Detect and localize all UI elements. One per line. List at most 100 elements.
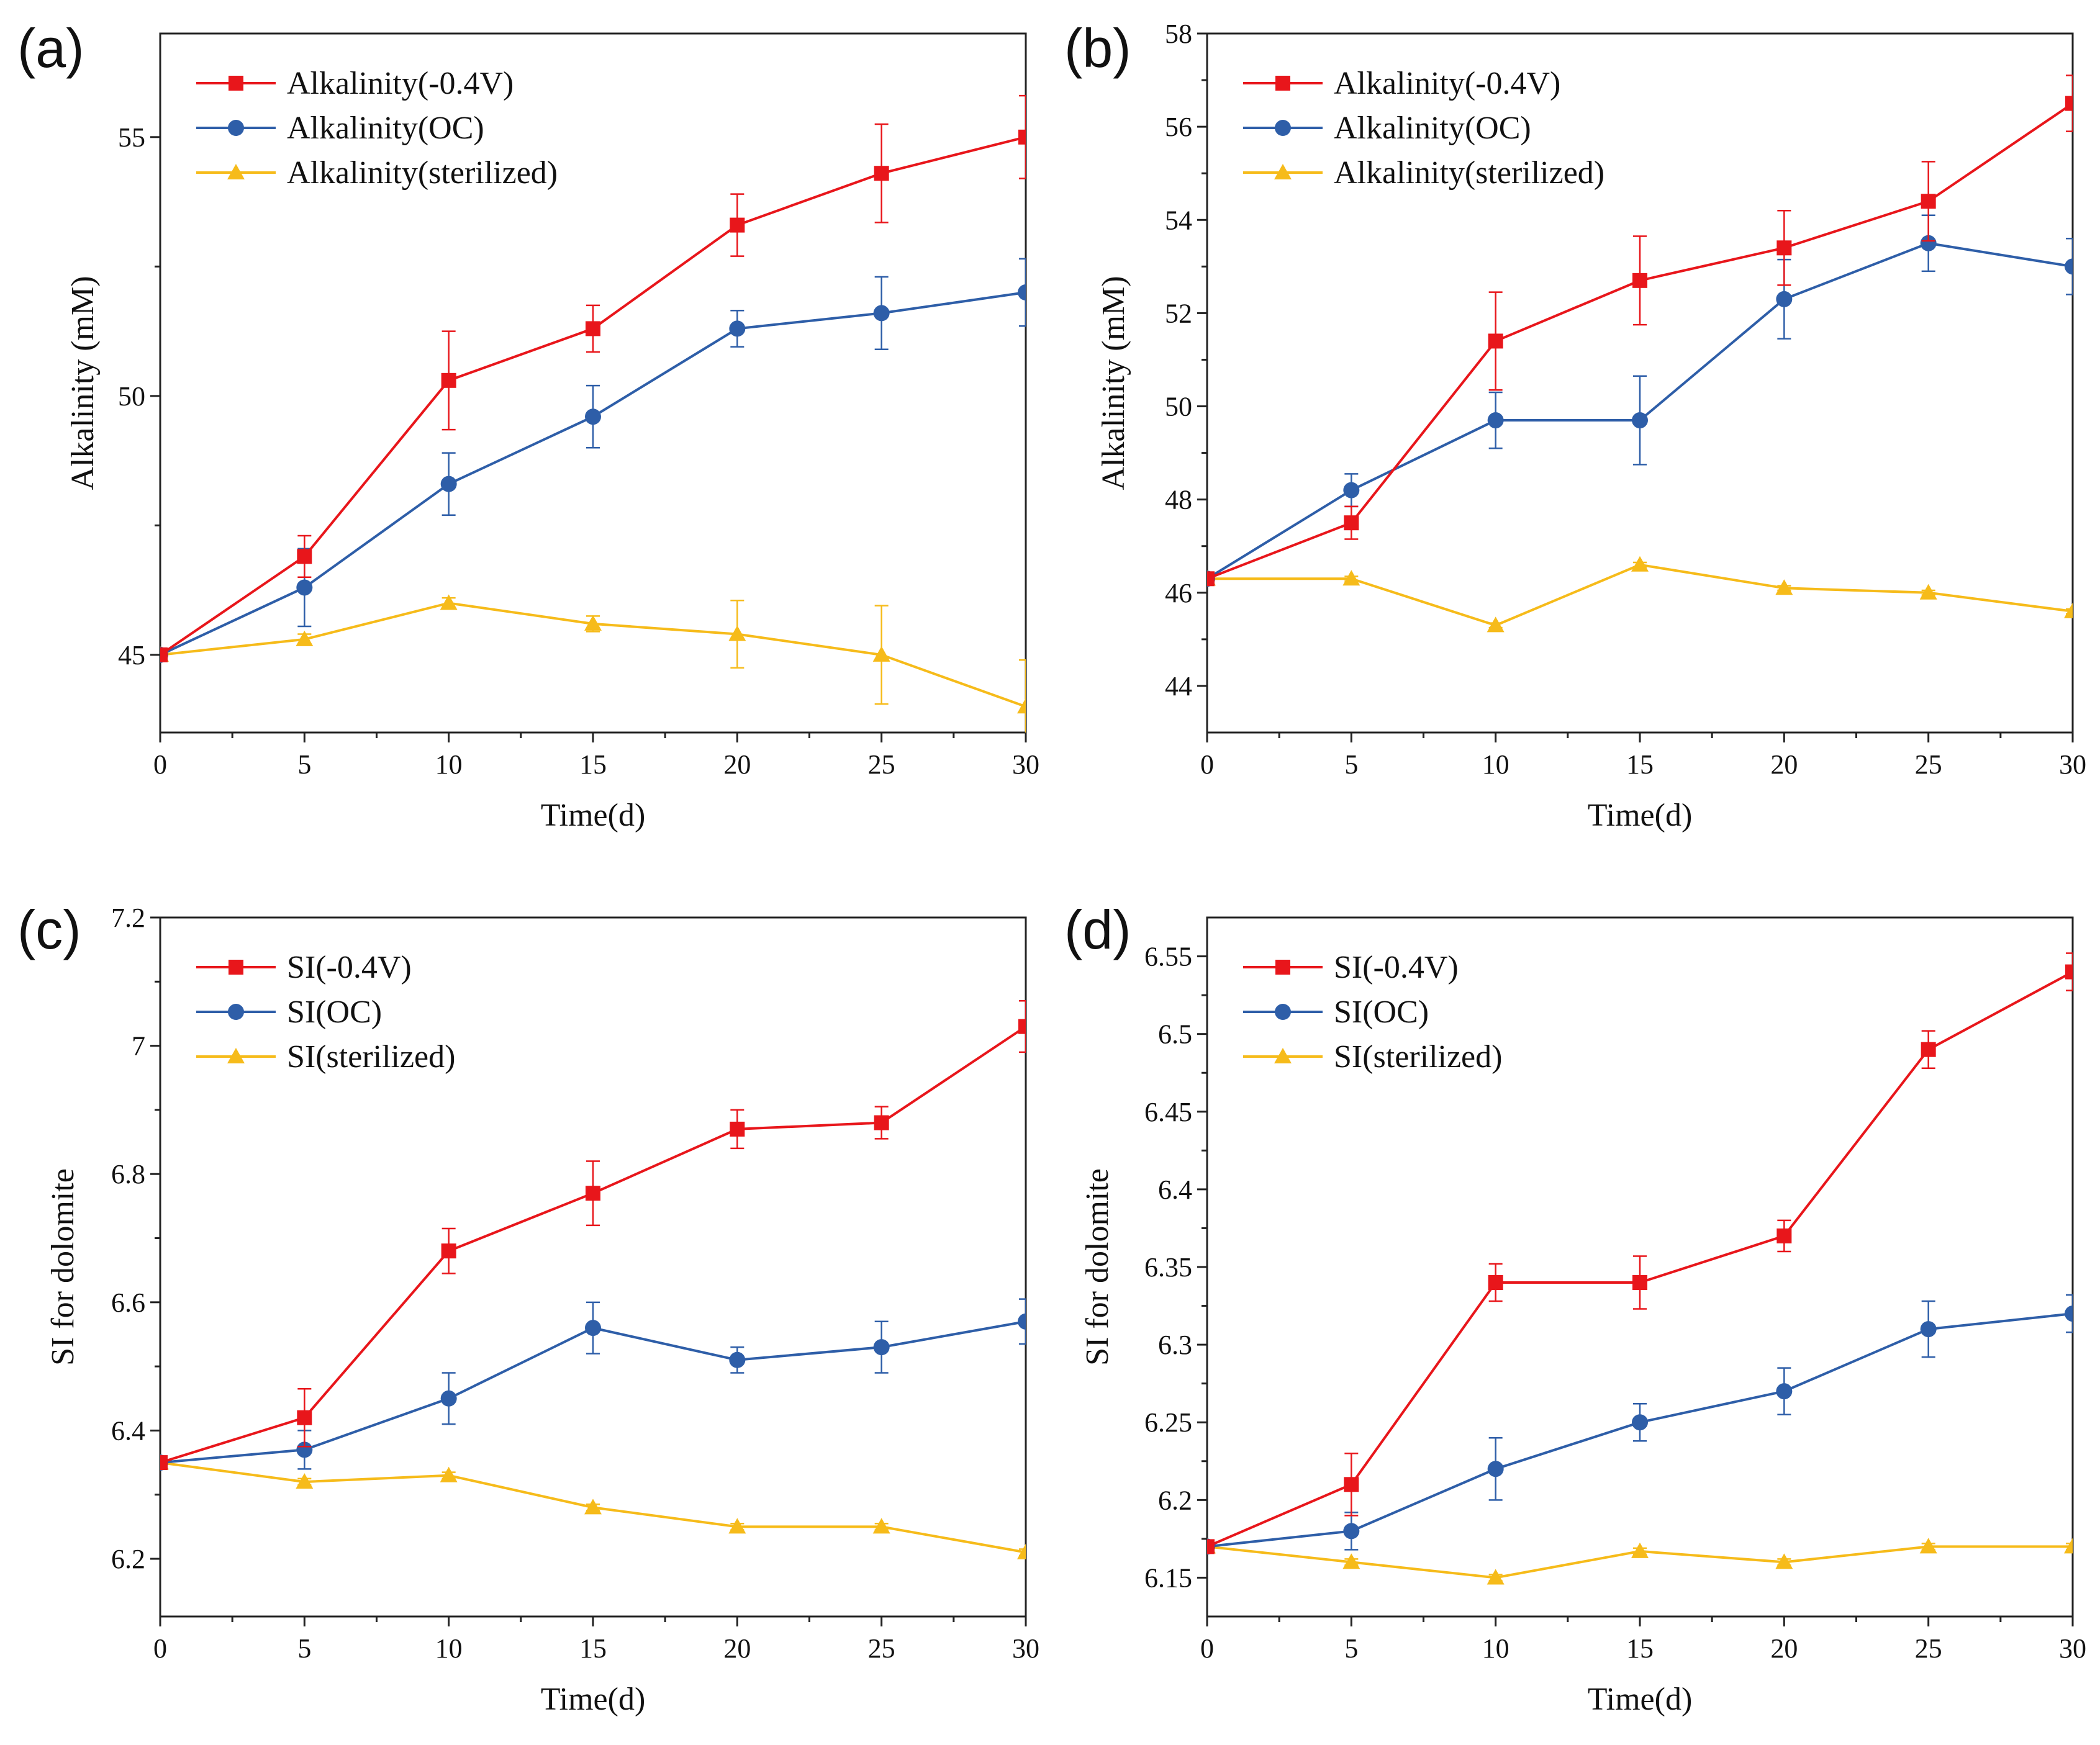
data-point	[728, 1518, 746, 1534]
data-point	[297, 1410, 312, 1425]
x-tick-label: 15	[1626, 1633, 1654, 1664]
y-tick-label: 58	[1165, 19, 1192, 49]
data-point	[1343, 482, 1360, 498]
x-axis-title: Time(d)	[541, 798, 646, 833]
y-tick-label: 7	[132, 1031, 145, 1062]
data-point	[872, 1518, 890, 1534]
legend-marker	[229, 960, 243, 975]
legend-marker	[229, 76, 243, 91]
legend-marker	[228, 1004, 244, 1020]
series-2	[1207, 1294, 2073, 1555]
x-tick-label: 10	[1482, 1633, 1509, 1664]
data-point	[1344, 1477, 1359, 1492]
x-axis-title: Time(d)	[1588, 798, 1693, 833]
data-point	[1207, 1539, 1215, 1554]
data-point	[2065, 964, 2073, 980]
data-area	[160, 1000, 1026, 1559]
x-tick-label: 0	[1200, 749, 1214, 780]
data-point	[1632, 1275, 1647, 1291]
data-point	[2065, 258, 2073, 275]
data-area	[160, 94, 1026, 733]
x-tick-label: 0	[1200, 1633, 1214, 1664]
x-tick-label: 30	[2059, 749, 2086, 780]
legend-marker	[1275, 1004, 1291, 1020]
data-point	[440, 594, 458, 610]
data-point	[2064, 602, 2073, 618]
y-tick-label: 45	[118, 640, 145, 670]
chart-panel-1: (a) 0 5 10 15 20 25 30 45 50 55 Time(d) Alkalinity (…	[17, 17, 1039, 833]
x-tick-label: 5	[1344, 1633, 1358, 1664]
data-point	[585, 408, 601, 425]
y-tick-label: 6.4	[1158, 1175, 1192, 1205]
series-1	[1207, 74, 2073, 587]
y-tick-label: 50	[118, 381, 145, 412]
x-tick-label: 20	[723, 749, 751, 780]
data-point	[440, 476, 457, 492]
legend: SI(-0.4V) SI(OC) SI(sterilized)	[1243, 950, 1502, 1075]
data-point	[1342, 1553, 1360, 1569]
data-point	[1920, 235, 1937, 251]
data-point	[728, 625, 746, 641]
y-tick-label: 6.55	[1144, 942, 1192, 972]
data-point	[1344, 515, 1359, 531]
legend: SI(-0.4V) SI(OC) SI(sterilized)	[196, 950, 455, 1075]
y-tick-label: 6.5	[1158, 1019, 1192, 1050]
data-point	[585, 1320, 601, 1337]
y-axis-title: Alkalinity (mM)	[1096, 276, 1131, 490]
panel-label: (a)	[17, 17, 84, 79]
data-point	[1776, 240, 1792, 256]
x-tick-label: 10	[435, 749, 463, 780]
x-tick-label: 0	[153, 1633, 167, 1664]
legend-marker	[1274, 1048, 1292, 1063]
data-point	[1017, 1543, 1026, 1559]
data-area	[1207, 74, 2073, 633]
panel-label: (c)	[17, 899, 81, 960]
series-1	[160, 1000, 1026, 1471]
x-tick-label: 15	[579, 1633, 607, 1664]
legend-label: Alkalinity(OC)	[287, 110, 484, 146]
legend-label: SI(sterilized)	[287, 1039, 455, 1075]
data-point	[586, 1186, 600, 1201]
data-point	[584, 615, 602, 631]
y-tick-label: 6.4	[111, 1415, 145, 1446]
y-tick-label: 6.3	[1158, 1330, 1192, 1360]
data-point	[160, 1455, 168, 1471]
series-3	[160, 1454, 1026, 1559]
series-1	[160, 94, 1026, 662]
data-point	[1488, 1275, 1503, 1291]
x-tick-label: 15	[1626, 749, 1654, 780]
data-point	[1487, 412, 1504, 429]
y-tick-label: 6.8	[111, 1159, 145, 1189]
data-point	[1776, 1383, 1793, 1400]
data-point	[874, 1115, 889, 1130]
data-point	[1921, 1042, 1936, 1057]
data-point	[730, 1121, 745, 1137]
legend-marker	[227, 1048, 245, 1063]
data-point	[296, 1441, 313, 1458]
legend-label: SI(OC)	[287, 994, 382, 1030]
data-point	[1775, 1553, 1793, 1569]
data-point	[441, 1243, 456, 1259]
legend-label: SI(-0.4V)	[287, 950, 412, 985]
x-tick-label: 30	[1012, 749, 1039, 780]
data-point	[296, 579, 313, 596]
x-tick-label: 10	[435, 1633, 463, 1664]
data-area	[1207, 952, 2073, 1585]
data-point	[729, 1351, 746, 1368]
y-tick-label: 54	[1165, 205, 1192, 235]
data-point	[2065, 96, 2073, 111]
y-tick-label: 6.15	[1144, 1562, 1192, 1593]
panel-label: (d)	[1064, 899, 1131, 960]
x-tick-label: 10	[1482, 749, 1509, 780]
x-tick-label: 20	[723, 1633, 751, 1664]
legend: Alkalinity(-0.4V) Alkalinity(OC) Alkalinit…	[1243, 66, 1604, 191]
y-tick-label: 6.25	[1144, 1407, 1192, 1438]
data-point	[1632, 273, 1647, 288]
legend-label: Alkalinity(sterilized)	[1334, 155, 1604, 191]
data-point	[2065, 1305, 2073, 1322]
y-tick-label: 6.45	[1144, 1097, 1192, 1127]
legend-label: SI(-0.4V)	[1334, 950, 1459, 985]
x-tick-label: 5	[297, 749, 311, 780]
data-point	[1920, 1321, 1937, 1338]
data-point	[586, 321, 600, 336]
